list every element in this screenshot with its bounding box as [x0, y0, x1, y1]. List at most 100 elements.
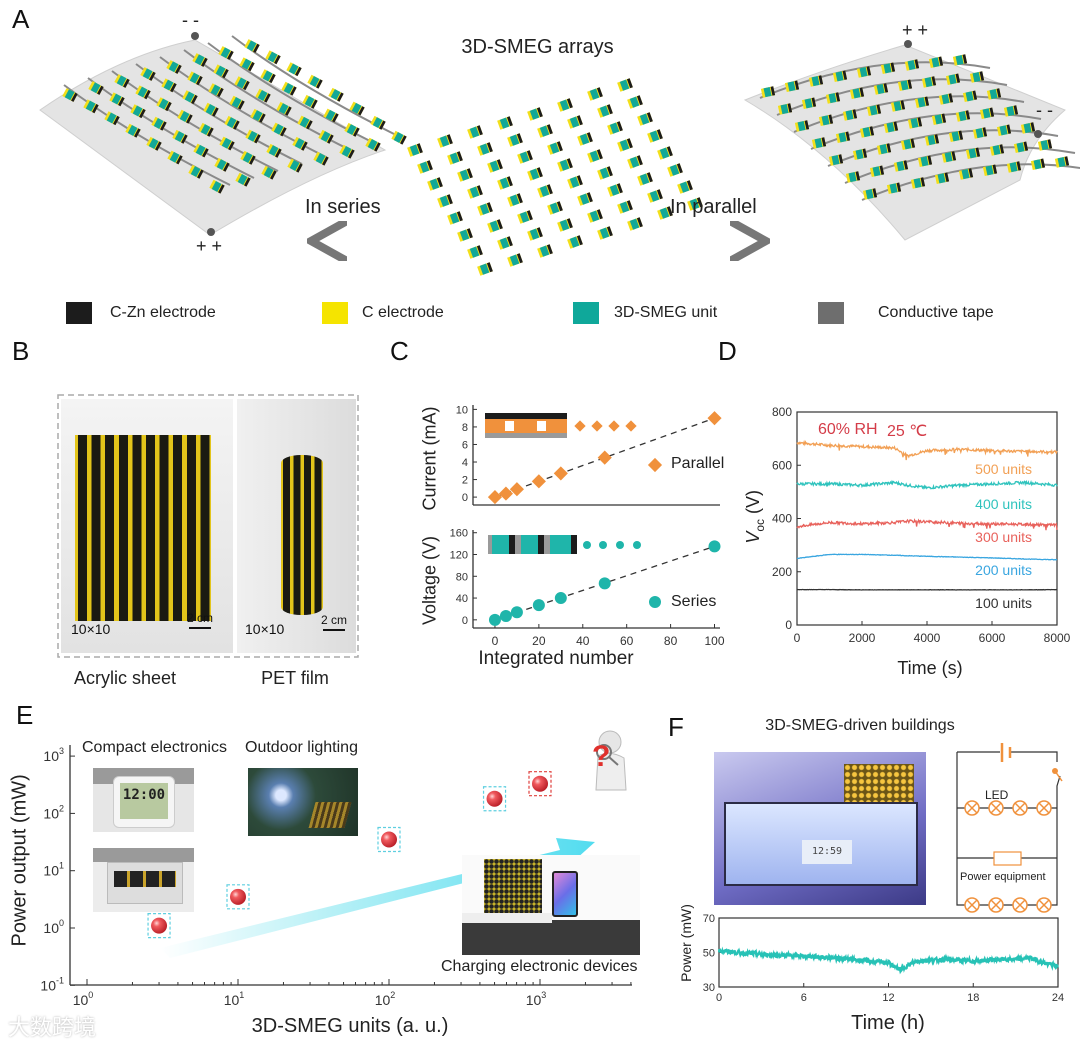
left-negative-label: - - — [182, 10, 199, 30]
smeg-unit — [499, 237, 510, 249]
smeg-unit — [569, 236, 580, 248]
smeg-unit — [509, 134, 520, 146]
smeg-unit — [309, 76, 320, 87]
series-line — [796, 439, 1058, 461]
array-unit — [617, 138, 633, 152]
buildings-title: 3D-SMEG-driven buildings — [765, 717, 955, 734]
y-tick-label: 800 — [772, 405, 792, 419]
czn-electrode — [586, 132, 593, 143]
czn-electrode — [1006, 124, 1012, 134]
czn-electrode — [992, 164, 998, 174]
smeg-unit — [619, 201, 630, 213]
czn-electrode — [656, 189, 663, 200]
array-unit — [172, 129, 188, 144]
czn-electrode — [306, 120, 313, 130]
smeg-unit — [619, 139, 630, 151]
czn-electrode — [196, 76, 203, 86]
czn-electrode — [516, 193, 523, 204]
data-point — [532, 599, 545, 612]
array-unit — [866, 104, 882, 116]
building-model-photo: 12:59 — [714, 752, 926, 905]
led-cross — [990, 802, 1002, 814]
czn-electrode — [353, 127, 360, 137]
panel-label-c: C — [390, 336, 409, 366]
array-unit — [873, 83, 889, 95]
smeg-unit — [393, 132, 404, 143]
czn-electrode — [456, 211, 463, 222]
smeg-unit — [127, 125, 138, 136]
smeg-unit — [241, 58, 252, 70]
czn-electrode — [556, 141, 563, 152]
czn-electrode — [626, 138, 633, 149]
data-point — [488, 613, 501, 626]
array-unit — [135, 85, 151, 100]
led-icon — [1012, 897, 1028, 913]
smeg-unit — [211, 181, 222, 192]
x-tick-label: 100 — [73, 990, 94, 1008]
array-unit — [339, 144, 355, 159]
czn-electrode — [962, 54, 968, 64]
czn-electrode — [446, 194, 453, 205]
smeg-unit — [283, 83, 294, 94]
array-unit — [955, 110, 971, 122]
smeg-unit — [1016, 142, 1025, 153]
czn-electrode — [426, 160, 433, 171]
czn-electrode — [616, 121, 623, 132]
array-unit — [245, 129, 261, 144]
array-unit — [567, 235, 583, 249]
smeg-unit — [927, 135, 936, 146]
right-positive-label: + + — [902, 20, 929, 40]
smeg-unit — [325, 109, 336, 121]
czn-electrode — [576, 175, 583, 186]
czn-electrode — [586, 192, 593, 203]
x-tick-label: 100 — [704, 634, 724, 648]
czn-electrode — [327, 134, 334, 144]
array-unit — [677, 180, 693, 194]
czn-electrode — [845, 131, 851, 141]
czn-electrode — [259, 113, 266, 123]
czn-electrode — [526, 150, 533, 161]
czn-electrode — [566, 158, 573, 169]
smeg-unit — [499, 117, 510, 129]
smeg-unit — [106, 112, 117, 124]
array-unit — [637, 172, 653, 186]
array-unit — [276, 101, 292, 116]
ellipsis-dot — [583, 541, 591, 549]
x-tick-label: 6000 — [979, 631, 1006, 645]
smeg-unit — [848, 172, 857, 183]
czn-electrode — [506, 116, 513, 127]
axis-label: Voc (V) — [743, 482, 767, 552]
watermark: 大数跨境 — [8, 1015, 97, 1040]
smeg-unit — [931, 57, 940, 68]
led-cross — [1038, 802, 1050, 814]
led-icon — [964, 897, 980, 913]
smeg-unit — [982, 108, 991, 119]
czn-electrode — [506, 176, 513, 187]
f-xlabel: Time (h) — [851, 1012, 925, 1034]
highlight-box — [147, 913, 171, 939]
smeg-unit — [210, 84, 221, 96]
d-ylabel: Voc (V) — [720, 490, 790, 544]
smeg-unit — [116, 75, 127, 87]
smeg-unit — [855, 149, 864, 160]
smeg-unit — [889, 183, 898, 194]
x-tick-exponent: 2 — [390, 990, 395, 1000]
data-point — [499, 610, 512, 623]
smeg-unit — [539, 185, 550, 197]
array-unit — [842, 109, 858, 121]
array-unit — [547, 141, 563, 155]
czn-electrode — [999, 144, 1005, 154]
array-unit — [407, 143, 423, 157]
smeg-unit — [469, 126, 480, 138]
czn-electrode — [955, 73, 961, 83]
material-legend: C-Zn electrode C electrode 3D-SMEG unit … — [66, 302, 1066, 326]
smeg-unit — [299, 116, 310, 128]
smeg-unit — [865, 189, 874, 200]
smeg-unit — [351, 102, 362, 114]
czn-electrode — [97, 85, 104, 95]
array-unit — [240, 150, 256, 165]
array-unit — [140, 67, 156, 81]
smeg-unit — [879, 144, 888, 155]
czn-electrode — [280, 127, 287, 137]
czn-electrode — [222, 69, 229, 79]
